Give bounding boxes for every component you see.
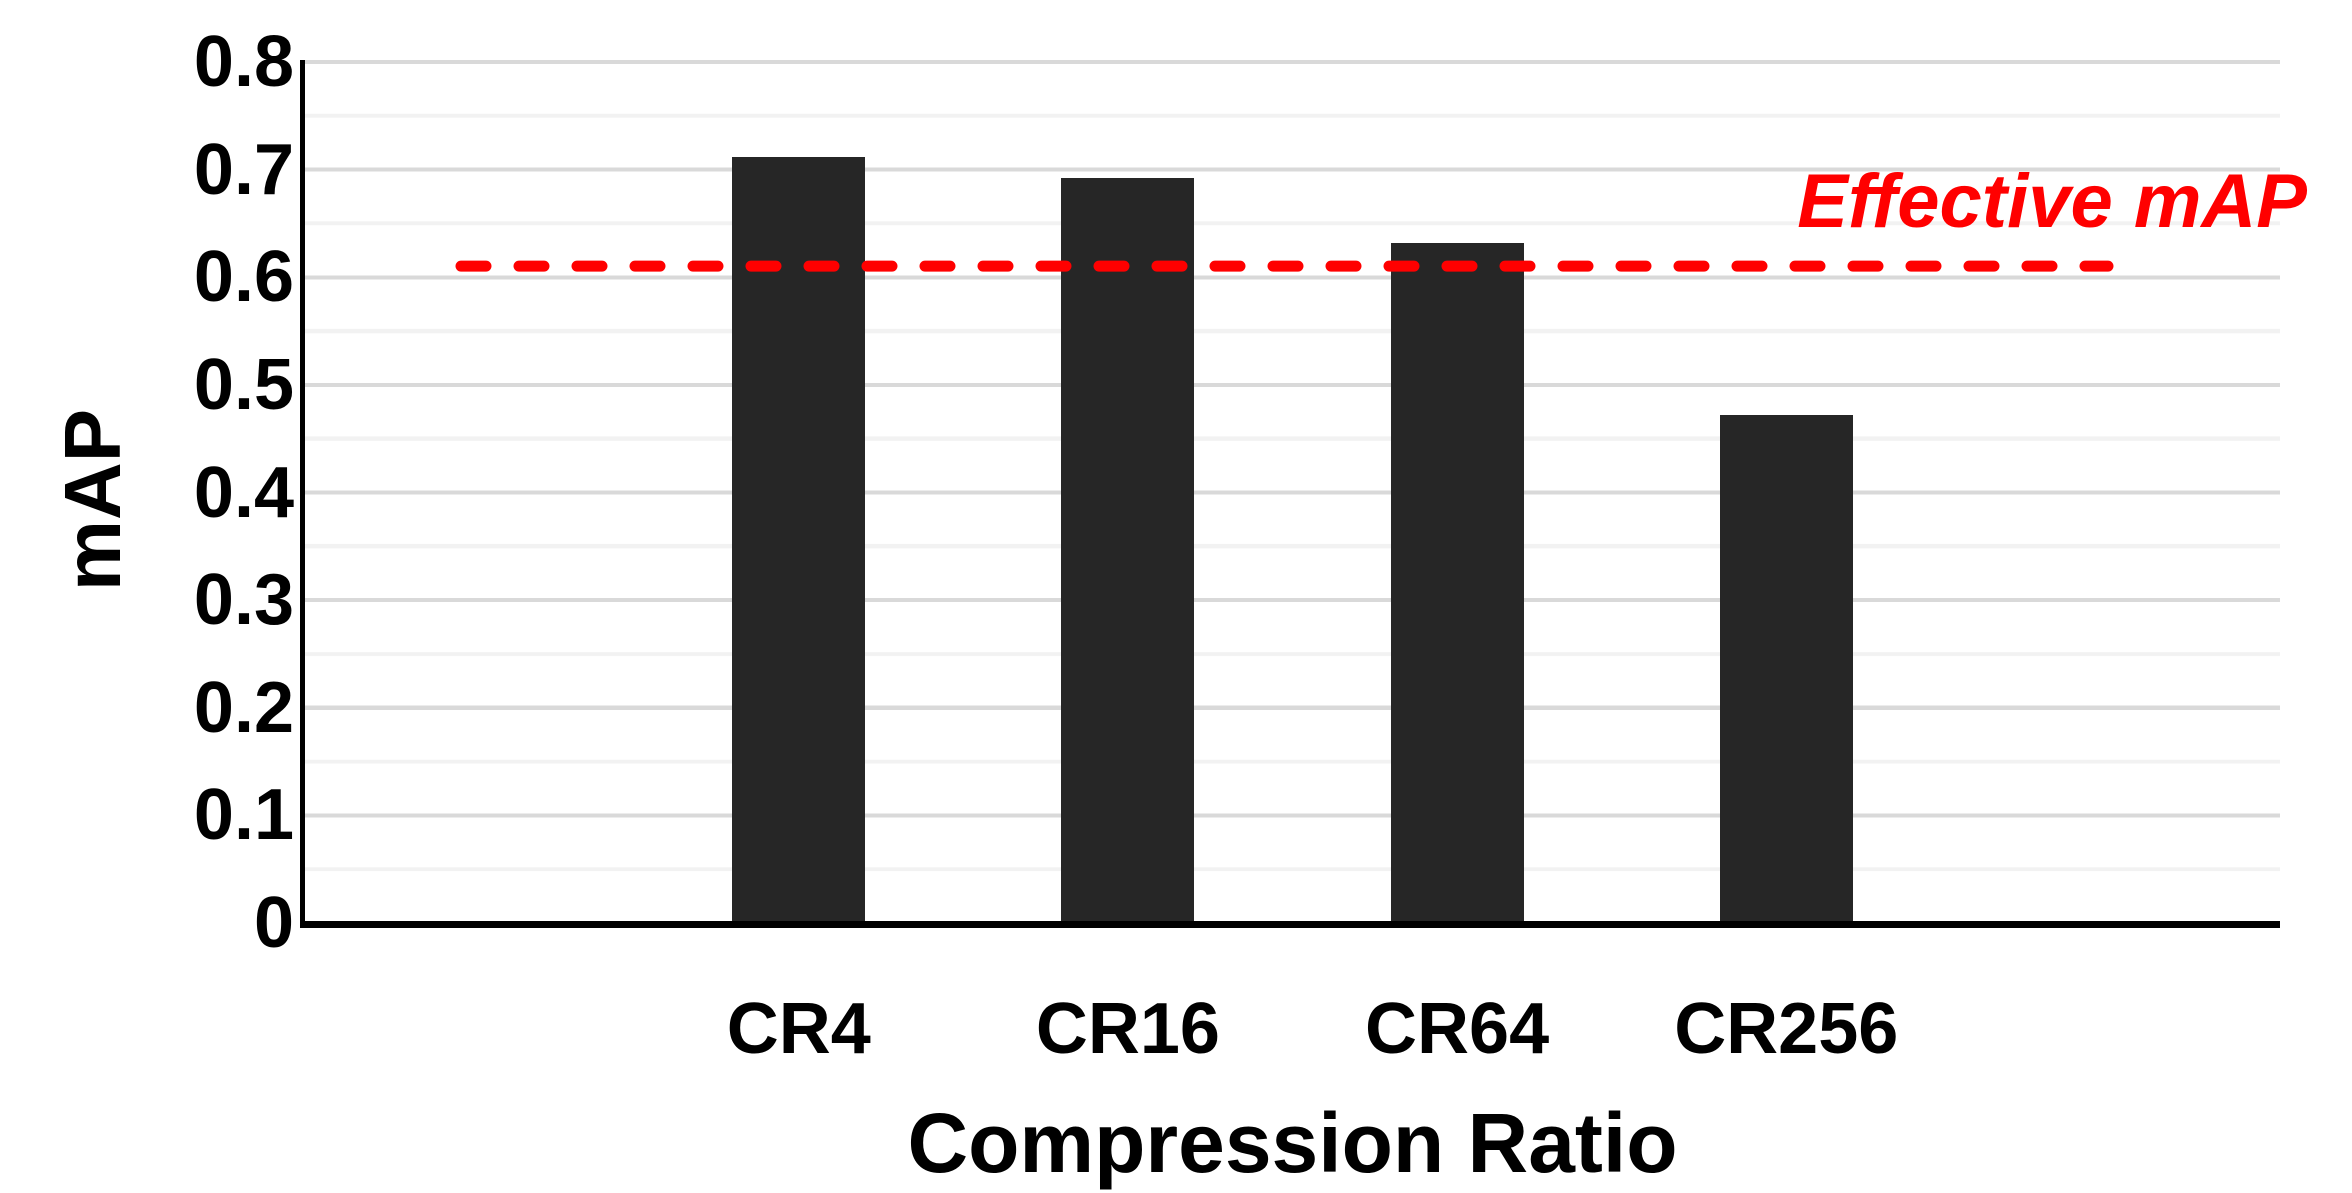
y-tick-label: 0.4 — [193, 452, 294, 533]
plot-area — [300, 60, 2280, 928]
bar-cr64 — [1390, 242, 1524, 921]
y-tick-label: 0.3 — [193, 560, 294, 641]
y-tick-label: 0.5 — [193, 344, 294, 425]
y-tick-label: 0.8 — [193, 22, 294, 102]
x-tick-label-cr64: CR64 — [1365, 989, 1550, 1069]
bar-cr256 — [1719, 415, 1853, 921]
y-tick-label: 0.2 — [193, 667, 294, 748]
x-tick-label-cr4: CR4 — [726, 989, 871, 1069]
bar-cr4 — [732, 156, 866, 921]
x-axis-tick-labels: CR4 CR16 CR64 CR256 — [305, 984, 2280, 1079]
y-tick-label: 0.7 — [193, 129, 294, 210]
bar-cr16 — [1061, 178, 1195, 921]
x-tick-label-cr256: CR256 — [1674, 989, 1899, 1069]
y-tick-label: 0 — [253, 883, 294, 963]
x-tick-label-cr16: CR16 — [1035, 989, 1220, 1069]
y-tick-label: 0.6 — [193, 237, 294, 318]
y-tick-label: 0.1 — [193, 775, 294, 856]
effective-map-label: Effective mAP — [1797, 159, 2307, 244]
y-axis-title: mAP — [48, 408, 137, 592]
x-axis-title: Compression Ratio — [907, 1096, 1678, 1190]
